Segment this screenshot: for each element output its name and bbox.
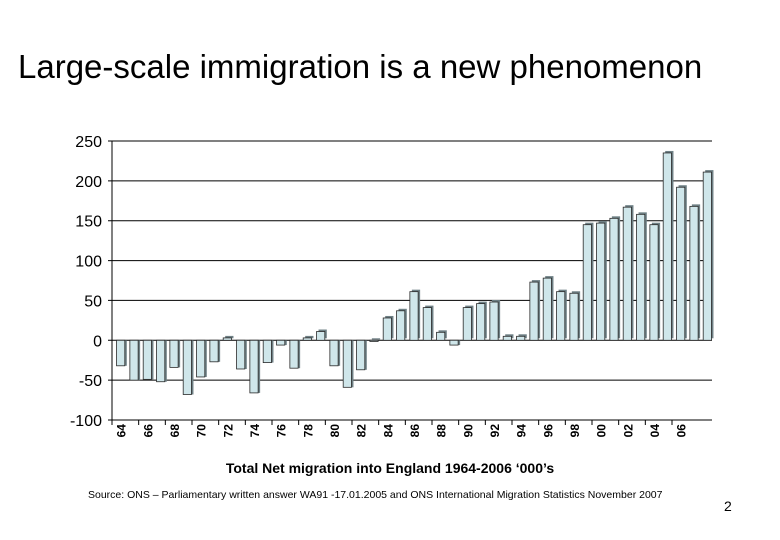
bar [649,224,659,341]
x-tick-label: 92 [488,424,502,438]
bar [636,213,646,341]
bar [142,339,152,380]
x-tick-label: 66 [141,424,155,438]
y-axis-ticks: 250 200 150 100 50 0 -50 -100 [70,134,102,430]
y-tick-label: 50 [84,293,102,310]
bar [449,339,459,346]
bar [169,339,179,368]
bar [622,206,632,341]
bar [249,339,259,394]
chart-caption: Total Net migration into England 1964-20… [225,460,555,476]
bar [342,339,352,388]
bar [156,339,166,383]
bar [542,277,552,341]
bar-shadow [305,335,314,339]
y-tick-label: 100 [75,254,102,271]
chart-gridlines [108,140,712,421]
x-tick-label: 94 [515,424,529,438]
bar [582,224,592,341]
bar [222,337,232,341]
bar [676,186,686,341]
x-tick-label: 04 [648,424,662,438]
x-axis-ticks: 64 66 68 70 72 74 76 78 80 82 84 86 88 90 92 94 96 98 00 02… [111,420,689,438]
bar [609,217,619,341]
bar [369,339,379,342]
y-tick-label: 0 [93,333,102,350]
x-tick-label: 06 [675,424,689,438]
y-tick-label: -100 [70,413,102,430]
bar [436,331,446,341]
bar [502,335,512,341]
bar [382,317,392,341]
x-tick-label: 96 [541,424,555,438]
y-tick-label: 150 [75,214,102,231]
bar [396,310,406,341]
bar [462,307,472,341]
bar [302,337,312,341]
bar [476,303,486,341]
y-tick-label: 250 [75,134,102,151]
bar [276,339,286,346]
bar-shadow [225,335,234,339]
bar [196,339,206,378]
x-tick-label: 80 [328,424,342,438]
x-tick-label: 64 [115,424,129,438]
bar [569,292,579,341]
x-tick-label: 98 [568,424,582,438]
bar [356,339,366,371]
bar [409,291,419,341]
bar [489,301,499,341]
bar [516,335,526,341]
bar [689,205,699,341]
bar [182,339,192,395]
bar [209,339,219,363]
x-tick-label: 72 [221,424,235,438]
x-tick-label: 02 [621,424,635,438]
page-number: 2 [724,498,732,514]
bar [596,222,606,341]
chart-bars [116,150,714,395]
x-tick-label: 78 [301,424,315,438]
bar [236,339,246,370]
bar [316,331,326,341]
bar [289,339,299,369]
bar [116,339,126,367]
x-tick-label: 00 [595,424,609,438]
x-tick-label: 68 [168,424,182,438]
x-tick-label: 88 [435,424,449,438]
source-note: Source: ONS – Parliamentary written answ… [88,489,663,501]
bar [702,171,712,341]
bar [262,339,272,364]
bar-shadow [371,338,381,340]
bar [529,281,539,341]
y-tick-label: 200 [75,174,102,191]
x-tick-label: 86 [408,424,422,438]
x-tick-label: 74 [248,424,262,438]
x-tick-label: 84 [381,424,395,438]
x-tick-label: 70 [195,424,209,438]
bar [662,152,672,341]
x-tick-label: 90 [461,424,475,438]
bar [329,339,339,367]
bar [422,307,432,341]
y-tick-label: -50 [79,373,102,390]
slide-title: Large-scale immigration is a new phenome… [18,48,703,85]
x-tick-label: 76 [275,424,289,438]
bar [129,339,139,381]
x-tick-label: 82 [355,424,369,438]
bar [556,291,566,341]
